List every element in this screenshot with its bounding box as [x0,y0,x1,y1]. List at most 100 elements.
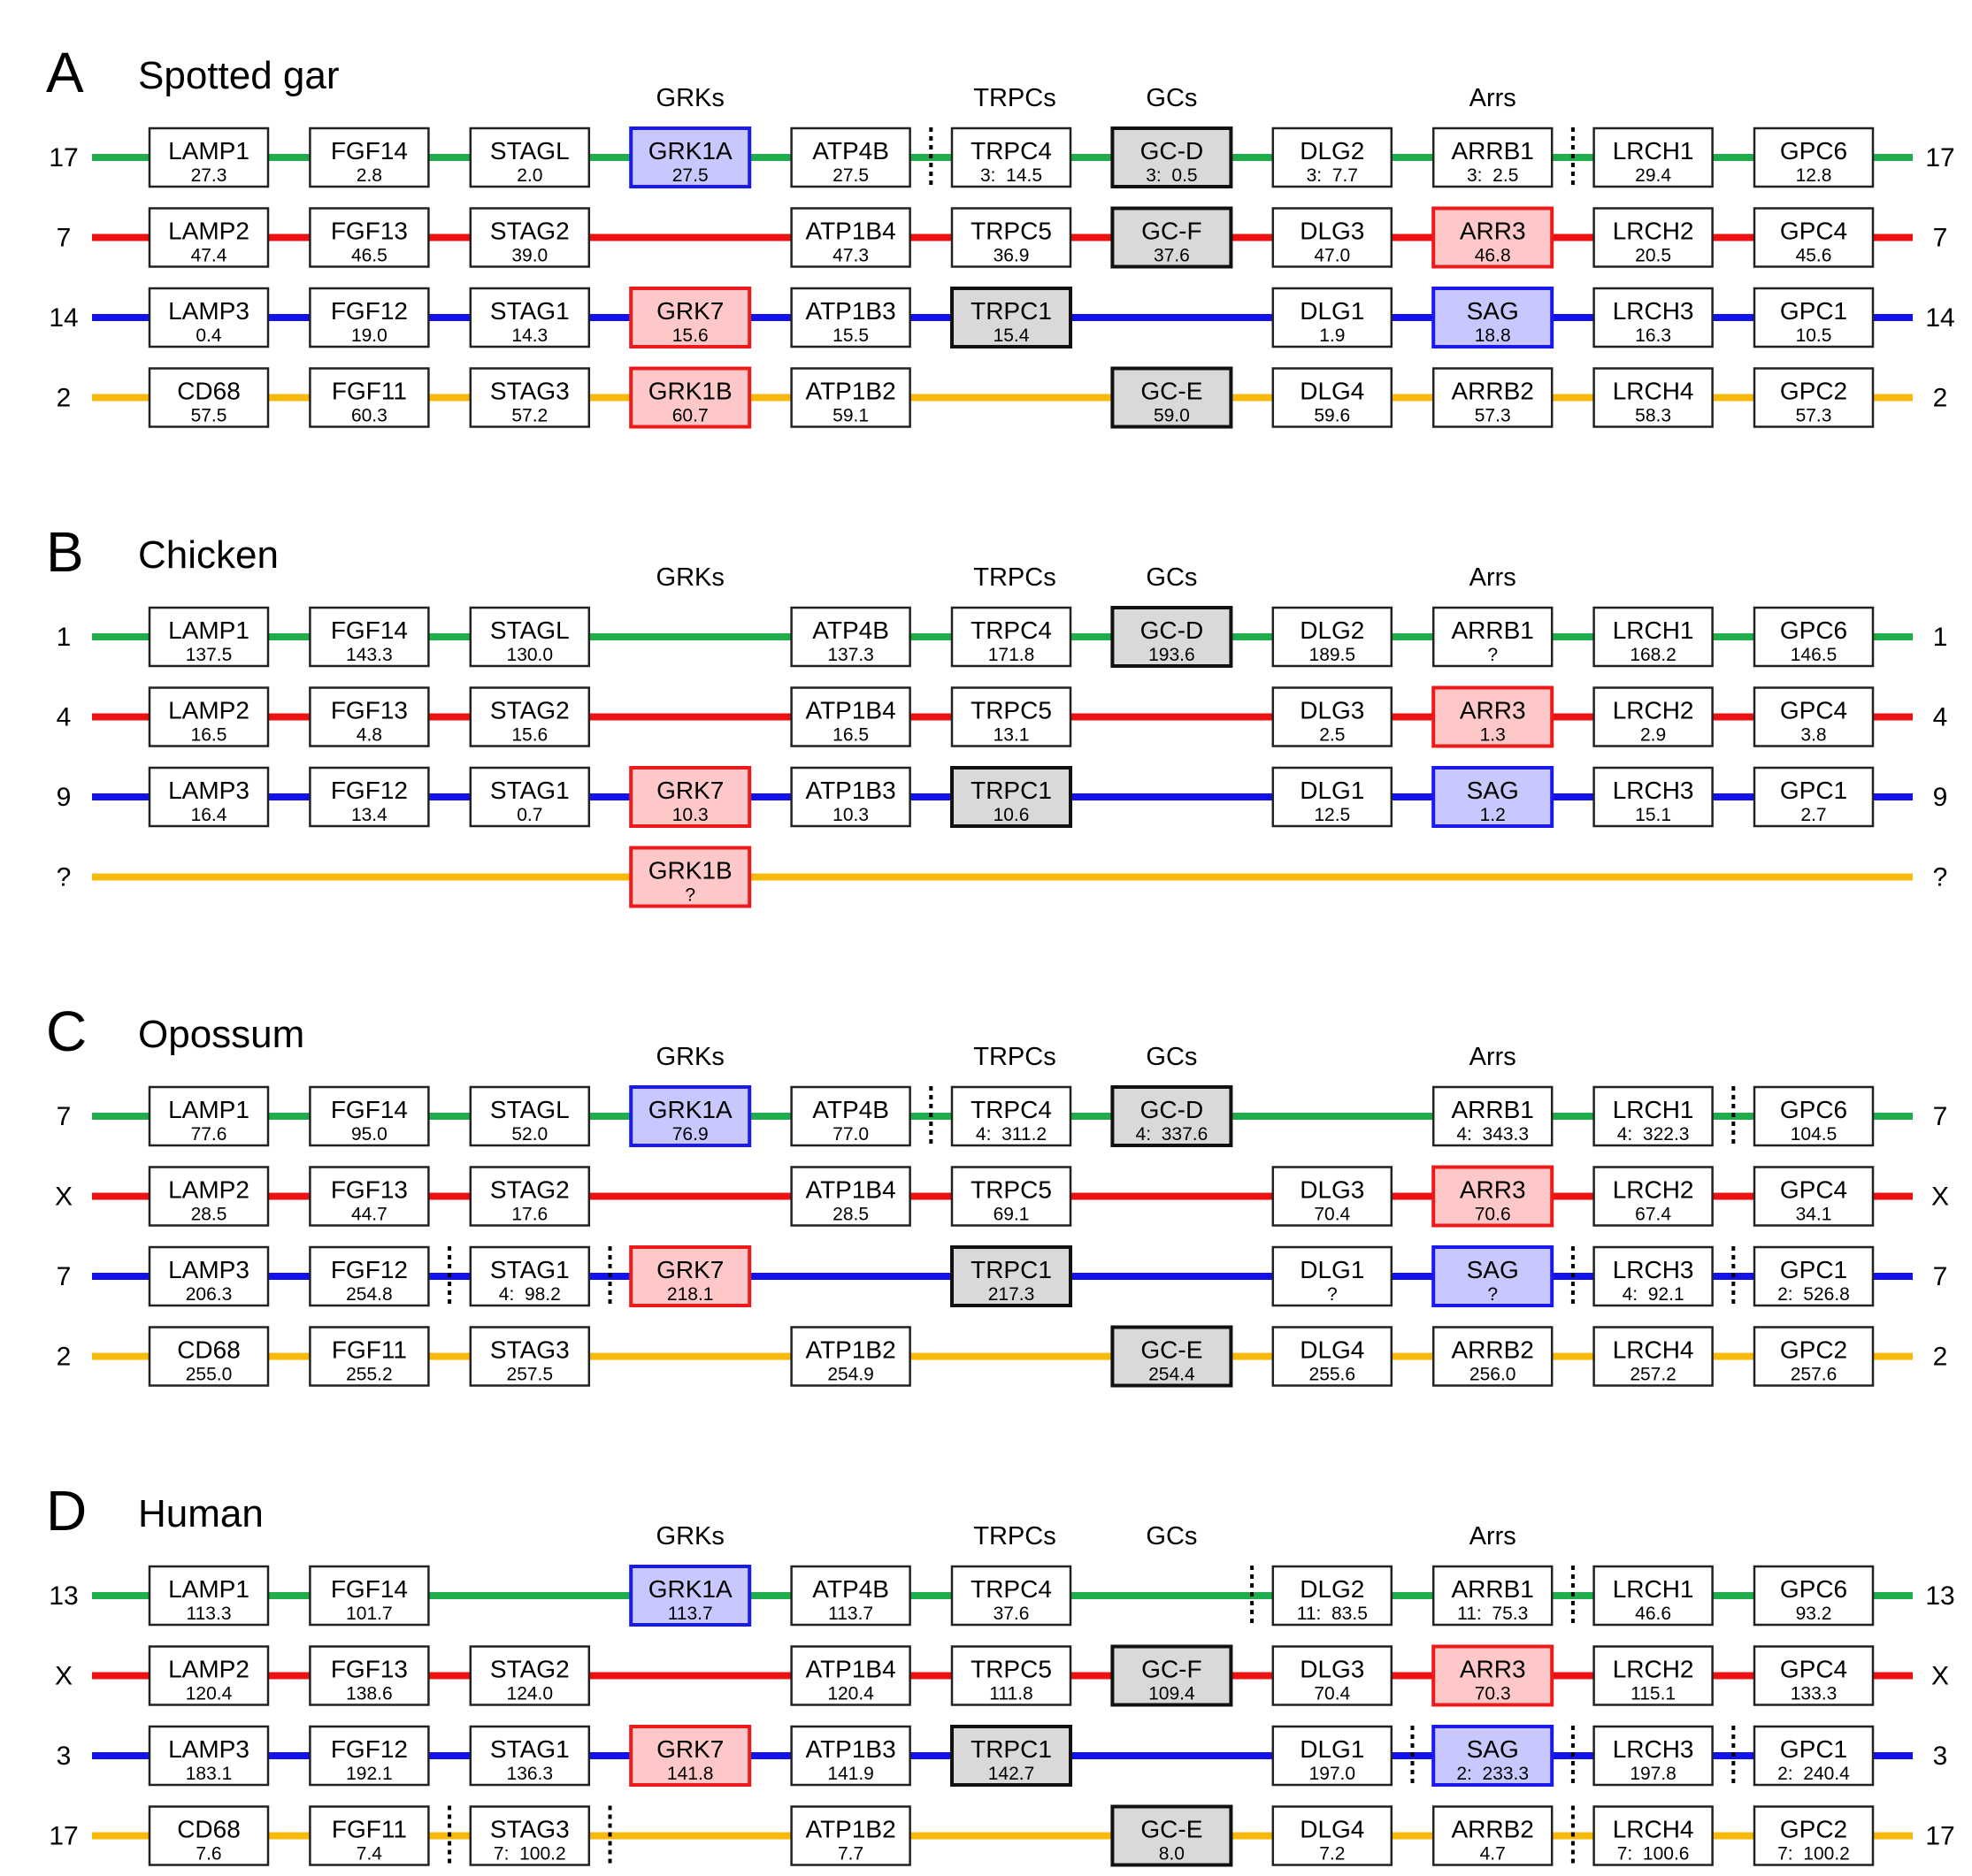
gene-name: DLG2 [1300,137,1364,165]
gene-position: 59.1 [833,406,869,426]
gene-position: 197.0 [1309,1764,1356,1784]
chromosome-label-right: 2 [1933,384,1948,413]
gene-name: FGF11 [332,1816,407,1843]
gene-box-outline [1753,1166,1875,1227]
gene-box-outline [1431,1644,1554,1707]
gene-name: GRK1A [648,1575,733,1603]
gene-name: LRCH4 [1613,378,1694,405]
gene-box-outline [1431,685,1554,748]
gene-position: 76.9 [672,1124,709,1145]
gene-name: ARRB1 [1452,137,1534,165]
gene-position: 77.6 [191,1124,227,1145]
chromosome-label-right: 13 [1925,1581,1954,1611]
panel-letter: A [46,41,84,104]
gene-box-outline [469,287,591,348]
gene-box-outline [1110,1804,1233,1867]
gene-name: LAMP2 [168,1176,249,1204]
gene-box-outline [1592,367,1714,428]
chromosome-label-left: 1 [57,623,72,652]
chromosome-row: 13 13LAMP1113.3FGF14101.7GRK1A113.7ATP4B1… [49,1565,1955,1627]
gene-box-outline [950,207,1072,268]
gene-name: ATP1B3 [805,777,895,804]
chromosome-label-left: 7 [57,224,72,253]
gene-name: TRPC1 [971,1256,1052,1283]
gene-position: 60.7 [672,406,709,426]
gene-name: ARR3 [1460,1176,1526,1204]
gene-box-outline [950,1166,1072,1227]
chromosome-label-left: 4 [57,703,72,732]
gene-position: 70.6 [1475,1205,1511,1225]
gene-box-outline [950,606,1072,668]
gene-name: STAG1 [490,1256,570,1283]
species-name: Spotted gar [138,54,340,97]
gene-box-outline [1431,1245,1554,1307]
gene-box-outline [1110,1644,1233,1707]
gene-name: FGF14 [331,1096,408,1123]
gene-box-outline [1753,686,1875,747]
gene-position: 2.8 [357,165,382,186]
gene-position: 60.3 [351,406,387,426]
chromosome-row: X XLAMP228.5FGF1344.7STAG217.6ATP1B428.5T… [55,1165,1949,1228]
gene-name: DLG1 [1300,777,1364,804]
gene-name: STAG1 [490,777,570,804]
gene-box-outline [1592,126,1714,188]
gene-box-outline [148,1805,270,1866]
gene-position: 254.4 [1148,1365,1195,1385]
gene-name: TRPC1 [971,297,1052,325]
gene-box-outline [790,126,911,188]
gene-position: 111.8 [989,1684,1032,1704]
gene-box-outline [1431,1725,1554,1787]
chromosome-label-left: 17 [49,1822,78,1851]
gene-position: 93.2 [1796,1604,1832,1624]
gene-name: GPC1 [1780,1735,1847,1763]
gene-name: GRK7 [656,777,724,804]
gene-box-outline [309,126,430,188]
gene-box-outline [469,1645,591,1706]
chromosome-label-left: X [55,1183,73,1212]
chromosome-label-right: 7 [1933,224,1948,253]
gene-position: 192.1 [346,1764,393,1784]
gene-box-outline [309,1085,430,1147]
gene-box-outline [950,1725,1072,1787]
gene-box-outline [469,1805,591,1866]
gene-box-outline [790,1645,911,1706]
gene-box-outline [1431,287,1554,348]
gene-box-outline [950,1565,1072,1627]
chromosome-label-left: ? [57,863,72,892]
gene-name: ATP1B4 [805,218,895,245]
gene-position: ? [1487,1284,1498,1305]
chromosome-label-right: 17 [1925,1822,1954,1851]
gene-position: 2.9 [1640,725,1666,746]
gene-name: LRCH2 [1613,218,1694,245]
gene-box-gc-d: GC-D4: 337.6 [1110,1085,1233,1147]
gene-box-outline [1431,1085,1554,1147]
gene-position: 257.5 [507,1365,554,1385]
gene-box-outline [309,766,430,828]
gene-box-outline [629,287,752,348]
gene-name: CD68 [177,378,241,405]
gene-name: FGF13 [331,1656,408,1683]
